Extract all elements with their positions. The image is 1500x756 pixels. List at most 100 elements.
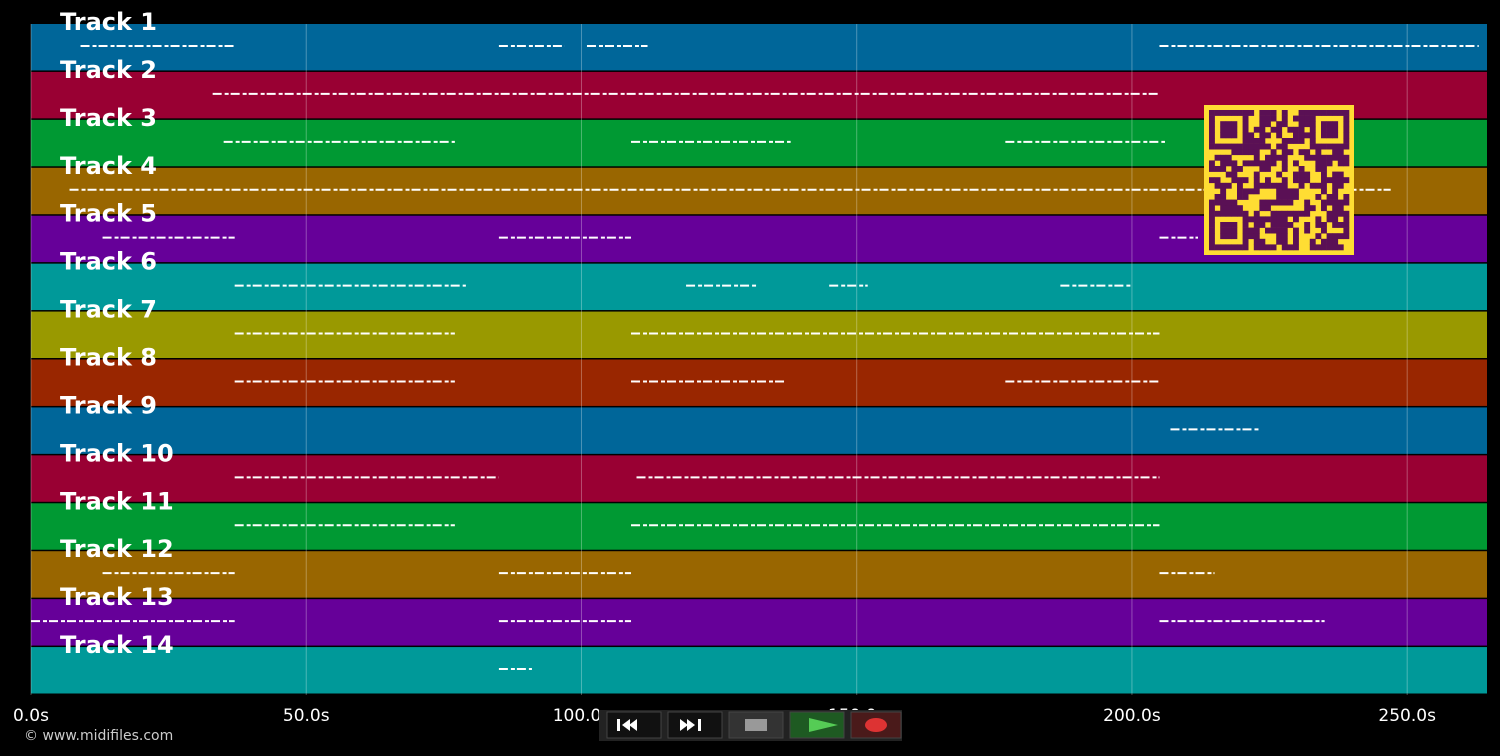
qr-cell (1332, 205, 1339, 212)
qr-cell (1321, 171, 1327, 178)
qr-cell (1287, 138, 1294, 144)
qr-cell (1253, 233, 1260, 240)
qr-cell (1231, 199, 1238, 206)
forward-button[interactable] (667, 711, 723, 739)
qr-cell (1281, 233, 1288, 240)
qr-cell (1231, 205, 1238, 212)
qr-cell (1315, 216, 1322, 223)
qr-cell (1281, 210, 1288, 217)
qr-cell (1298, 210, 1305, 217)
qr-cell (1253, 138, 1260, 144)
qr-cell (1332, 194, 1339, 200)
qr-cell (1220, 188, 1227, 195)
qr-cell (1231, 171, 1238, 178)
transport-controls (599, 710, 902, 741)
track-label: Track 9 (60, 391, 157, 419)
qr-cell (1326, 233, 1333, 240)
qr-cell (1326, 121, 1333, 128)
qr-cell (1293, 194, 1299, 200)
qr-cell (1276, 126, 1283, 133)
rewind-button[interactable] (606, 711, 662, 739)
qr-cell (1231, 210, 1238, 217)
qr-cell (1332, 210, 1339, 217)
qr-cell (1209, 143, 1215, 150)
qr-cell (1270, 149, 1277, 156)
qr-cell (1287, 222, 1294, 228)
qr-cell (1315, 182, 1322, 189)
track-label: Track 10 (60, 439, 174, 467)
qr-cell (1231, 244, 1238, 251)
qr-cell (1248, 110, 1255, 116)
qr-cell (1253, 210, 1260, 217)
qr-cell (1281, 188, 1288, 195)
qr-cell (1281, 238, 1288, 245)
qr-cell (1220, 110, 1227, 116)
qr-cell (1343, 227, 1350, 234)
qr-cell (1265, 143, 1271, 150)
qr-cell (1265, 110, 1271, 116)
qr-cell (1343, 143, 1350, 150)
qr-cell (1281, 154, 1288, 161)
qr-cell (1225, 233, 1232, 240)
qr-cell (1321, 160, 1327, 167)
qr-cell (1332, 188, 1339, 195)
qr-cell (1315, 222, 1322, 228)
qr-cell (1337, 154, 1344, 161)
qr-cell (1293, 216, 1299, 223)
qr-cell (1270, 126, 1277, 133)
qr-cell (1304, 199, 1311, 206)
qr-cell (1287, 244, 1294, 251)
qr-cell (1315, 244, 1322, 251)
qr-cell (1209, 160, 1215, 167)
qr-cell (1326, 143, 1333, 150)
qr-cell (1293, 244, 1299, 251)
qr-cell (1281, 199, 1288, 206)
qr-cell (1326, 199, 1333, 206)
record-button[interactable] (850, 711, 902, 739)
qr-cell (1309, 238, 1316, 245)
qr-cell (1270, 154, 1277, 161)
qr-cell (1220, 132, 1227, 139)
qr-cell (1225, 110, 1232, 116)
qr-cell (1337, 143, 1344, 150)
qr-cell (1304, 222, 1311, 228)
qr-cell (1332, 222, 1339, 228)
qr-cell (1231, 233, 1238, 240)
qr-cell (1332, 149, 1339, 156)
qr-cell (1343, 132, 1350, 139)
qr-cell (1220, 222, 1227, 228)
qr-cell (1326, 110, 1333, 116)
qr-cell (1281, 149, 1288, 156)
qr-cell (1225, 222, 1232, 228)
qr-cell (1304, 149, 1311, 156)
qr-cell (1309, 138, 1316, 144)
qr-cell (1248, 227, 1255, 234)
qr-cell (1237, 110, 1243, 116)
qr-cell (1276, 199, 1283, 206)
qr-cell (1259, 160, 1266, 167)
qr-cell (1209, 115, 1215, 122)
stop-button[interactable] (728, 711, 784, 739)
qr-cell (1276, 154, 1283, 161)
qr-cell (1242, 210, 1249, 217)
qr-cell (1259, 216, 1266, 223)
qr-cell (1304, 177, 1311, 184)
qr-cell (1248, 160, 1255, 167)
qr-cell (1225, 121, 1232, 128)
qr-cell (1281, 227, 1288, 234)
qr-cell (1343, 160, 1350, 167)
qr-cell (1326, 210, 1333, 217)
qr-cell (1337, 171, 1344, 178)
qr-cell (1309, 126, 1316, 133)
qr-cell (1287, 126, 1294, 133)
qr-cell (1259, 182, 1266, 189)
qr-cell (1214, 199, 1221, 206)
x-tick-label: 50.0s (283, 706, 330, 726)
qr-cell (1242, 216, 1249, 223)
play-button[interactable] (789, 711, 845, 739)
qr-cell (1253, 126, 1260, 133)
qr-cell (1237, 210, 1243, 217)
qr-cell (1242, 121, 1249, 128)
qr-cell (1253, 154, 1260, 161)
